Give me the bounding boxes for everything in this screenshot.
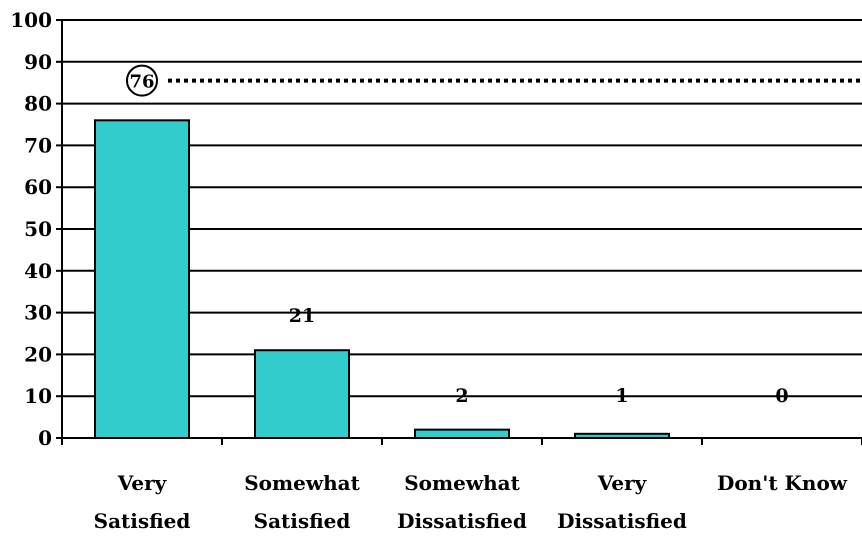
y-tick-label: 60 xyxy=(24,175,52,199)
y-tick-label: 10 xyxy=(24,384,52,408)
y-tick-label: 80 xyxy=(24,92,52,116)
x-category-label: Very xyxy=(597,471,648,495)
y-tick-label: 50 xyxy=(24,217,52,241)
y-tick-label: 70 xyxy=(24,133,52,157)
x-category-label: Somewhat xyxy=(244,471,360,495)
y-tick-labels: 0 10 20 30 40 50 60 70 80 90 100 xyxy=(10,8,52,450)
y-tick-label: 100 xyxy=(10,8,52,32)
data-label: 1 xyxy=(615,385,628,407)
bars xyxy=(94,119,670,440)
x-category-label: Somewhat xyxy=(404,471,520,495)
x-category-label: Very xyxy=(117,471,168,495)
data-label: 2 xyxy=(455,385,468,407)
data-label: 0 xyxy=(775,385,788,407)
bar xyxy=(254,349,350,439)
y-tick-label: 40 xyxy=(24,259,52,283)
y-tick-label: 0 xyxy=(38,426,52,450)
gridlines xyxy=(62,19,862,398)
y-tick-label: 30 xyxy=(24,301,52,325)
x-category-labels: Very Satisfied Somewhat Satisfied Somewhat Di… xyxy=(94,471,848,533)
bar xyxy=(414,428,510,440)
x-category-label: Dissatisfied xyxy=(557,509,687,533)
x-category-label: Don't Know xyxy=(717,471,848,495)
x-category-label: Satisfied xyxy=(254,509,351,533)
y-tick-label: 20 xyxy=(24,342,52,366)
callout-circle xyxy=(126,64,158,97)
bar xyxy=(94,119,190,439)
y-tick-label: 90 xyxy=(24,50,52,74)
x-category-label: Satisfied xyxy=(94,509,191,533)
axes xyxy=(56,19,862,445)
data-label: 76 xyxy=(129,72,154,93)
data-label: 21 xyxy=(289,305,315,327)
x-category-label: Dissatisfied xyxy=(397,509,527,533)
